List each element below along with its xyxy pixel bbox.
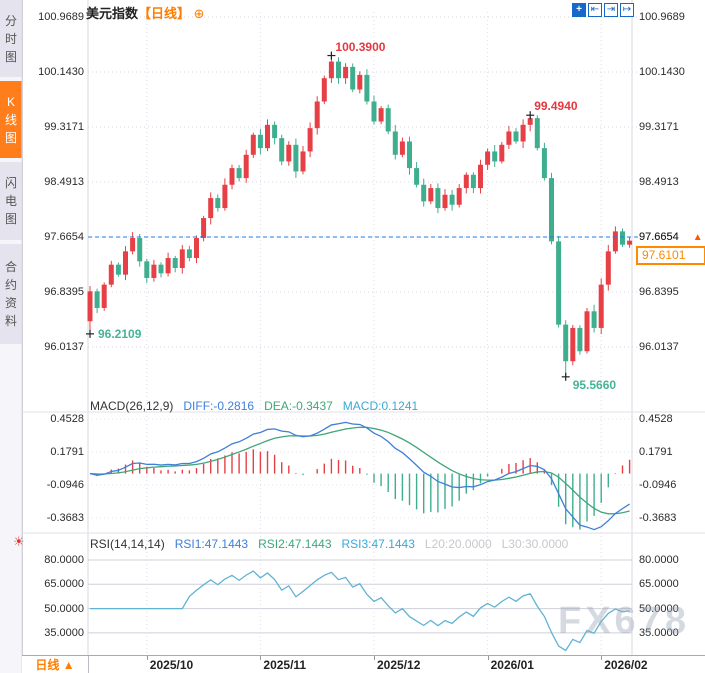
time-tick [601,656,603,660]
watermark: FX678 [558,600,690,642]
indicator-readout: RSI2:47.1443 [258,537,332,551]
indicator-readout: DEA:-0.3437 [264,399,333,413]
scale-right-icon[interactable]: ⇥ [604,3,618,17]
flash-alert-icon[interactable]: ☀ [13,534,25,549]
symbol-name: 美元指数 [86,6,139,21]
indicator-readout: MACD(26,12,9) [90,399,174,413]
indicator-readout: DIFF:-0.2816 [183,399,255,413]
macd-y-label: 0.4528 [639,413,673,425]
time-axis-bar: 日线 ▲ 2025/10 2025/11 2025/12 2026/01 2026/02 [22,655,705,673]
time-label: 2025/10 [149,658,194,672]
last-close-value: 97.6654 [639,231,679,243]
time-label: 2026/01 [490,658,534,672]
sidebar-tab-4[interactable]: 合约资料 [0,244,22,344]
price-extreme-label: 100.3900 [335,39,386,54]
indicator-readout: L30:30.0000 [501,537,569,551]
rsi-y-label: 80.0000 [639,553,679,566]
rsi-y-label: 50.0000 [639,602,679,615]
main-y-label: 98.4913 [44,176,84,188]
main-y-label: 99.3171 [639,121,679,133]
latest-price-box: 97.6101 [636,246,705,265]
add-indicator-icon[interactable]: ⊕ [193,6,205,21]
macd-header: MACD(26,12,9) DIFF:-0.2816 DEA:-0.3437 MACD… [90,399,428,413]
main-y-label: 99.3171 [44,121,84,133]
rsi-header: RSI(14,14,14) RSI1:47.1443 RSI2:47.1443 RSI… [90,537,578,551]
price-extreme-label: 96.2109 [98,326,142,341]
time-tick [260,656,262,660]
indicator-readout: MACD:0.1241 [342,399,419,413]
time-tick [487,656,489,660]
rsi-y-label: 65.0000 [639,578,679,591]
period-selector[interactable]: 日线 ▲ [22,656,89,673]
indicator-readout: RSI(14,14,14) [90,537,165,551]
main-y-label: 100.9689 [639,11,685,23]
time-tick [146,656,148,660]
main-y-label: 96.8395 [639,286,679,298]
rsi-y-label: 65.0000 [44,578,84,591]
price-extreme-label: 99.4940 [534,99,578,114]
scale-left-icon[interactable]: ⇤ [588,3,602,17]
macd-y-label: 0.1791 [639,446,673,458]
indicator-readout: RSI1:47.1443 [174,537,249,551]
price-up-arrow-icon: ▲ [692,232,703,243]
price-extreme-label: 95.5660 [572,377,617,392]
macd-y-label: 0.1791 [50,446,84,458]
main-y-label: 98.4913 [639,176,679,188]
rsi-y-label: 80.0000 [44,553,84,566]
main-y-label: 97.6654 [44,231,84,243]
sidebar-tab-3[interactable]: 闪电图 [0,162,22,240]
main-y-label: 97.6654 [639,231,679,243]
main-y-label: 100.1430 [639,66,685,78]
indicator-readout: L20:20.0000 [424,537,492,551]
rsi-y-label: 35.0000 [639,626,679,639]
macd-y-label: -0.0946 [46,479,84,491]
time-label: 2025/12 [377,658,421,672]
page-title: 美元指数【日线】 ⊕ [86,3,205,22]
goto-latest-icon[interactable]: ↦ [620,3,634,17]
rsi-y-label: 50.0000 [44,602,84,615]
period-tag: 【日线】 [138,6,191,21]
last-close-label: 97.6654 ▲ [639,231,703,243]
time-tick [374,656,375,660]
sidebar-tab-1[interactable]: 分时图 [0,0,22,77]
macd-y-label: 0.4528 [50,413,84,425]
main-y-label: 100.1430 [38,66,84,78]
macd-y-label: -0.3683 [639,512,677,524]
time-label: 2025/11 [263,658,307,672]
chart-toolbar: + ⇤ ⇥ ↦ [572,3,634,17]
rsi-y-label: 35.0000 [44,626,84,639]
macd-y-label: -0.0946 [639,479,677,491]
main-y-label: 96.0137 [639,341,679,353]
time-label: 2026/02 [604,658,648,672]
main-y-label: 96.8395 [44,286,84,298]
macd-y-label: -0.3683 [46,512,84,524]
main-y-label: 100.9689 [38,11,84,23]
main-y-label: 96.0137 [44,341,84,353]
indicator-readout: RSI3:47.1443 [341,537,415,551]
crosshair-icon[interactable]: + [572,3,586,17]
